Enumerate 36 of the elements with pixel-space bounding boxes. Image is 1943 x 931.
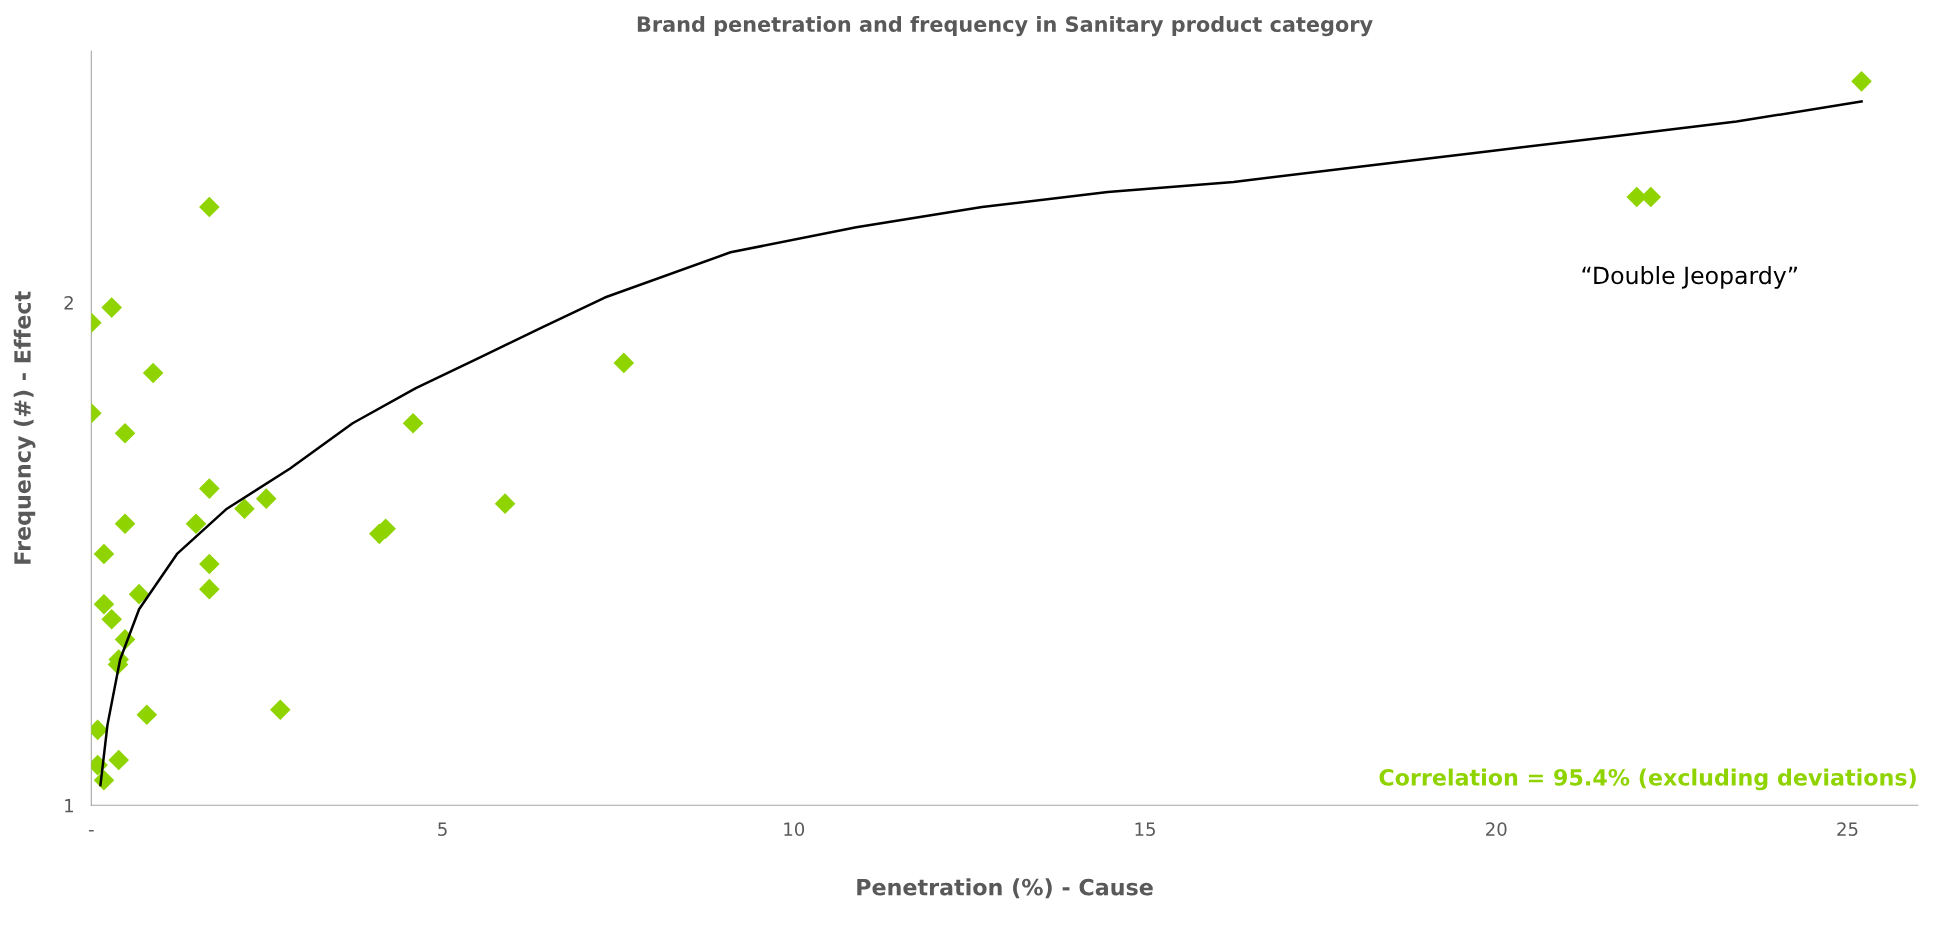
point <box>101 297 122 318</box>
point <box>114 422 136 444</box>
point <box>255 488 277 509</box>
point <box>199 553 220 575</box>
point <box>1851 71 1872 92</box>
point <box>136 704 158 726</box>
point <box>269 699 291 721</box>
point <box>142 362 164 384</box>
annotation: Correlation = 95.4% (excluding deviations) <box>1379 768 1916 791</box>
point <box>108 749 130 771</box>
x-tick-label: 5 <box>438 822 447 836</box>
point <box>101 609 122 630</box>
y-axis-title: Frequency (#) - Effect <box>13 291 36 564</box>
point <box>1640 186 1662 208</box>
y-tick-label: 1 <box>65 799 73 813</box>
point <box>128 583 150 605</box>
point <box>93 593 115 615</box>
point <box>234 498 255 519</box>
x-tick-label: 20 <box>1486 822 1507 836</box>
point <box>199 578 220 600</box>
point <box>199 478 220 499</box>
x-tick-label: 10 <box>784 822 805 836</box>
point <box>185 513 207 535</box>
y-tick-label: 2 <box>64 296 73 310</box>
point <box>494 493 516 514</box>
point <box>402 412 424 434</box>
x-tick-label: 15 <box>1135 822 1155 836</box>
point <box>613 352 635 374</box>
point <box>93 543 115 565</box>
chart-title: Brand penetration and frequency in Sanitary product category <box>637 15 1373 37</box>
x-axis-title: Penetration (%) - Cause <box>857 878 1153 899</box>
x-tick-label: - <box>88 830 94 832</box>
point <box>199 196 220 218</box>
x-tick-label: 25 <box>1837 822 1858 836</box>
annotation: “Double Jeopardy” <box>1582 266 1797 289</box>
point <box>114 513 136 535</box>
